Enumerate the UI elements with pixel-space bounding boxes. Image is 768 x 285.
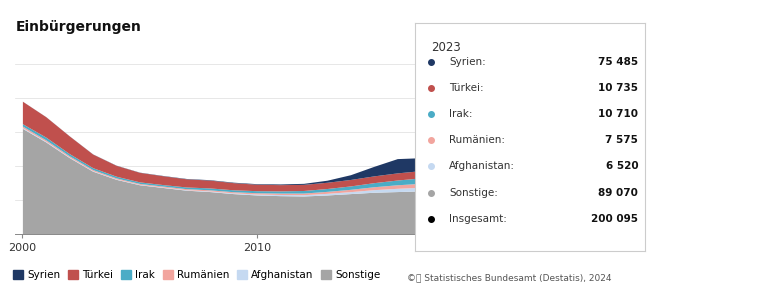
Text: Afghanistan:: Afghanistan: — [449, 161, 515, 172]
Text: Sonstige:: Sonstige: — [449, 188, 498, 198]
Text: 200 095: 200 095 — [591, 214, 638, 224]
Text: 10 735: 10 735 — [598, 83, 638, 93]
Text: 6 520: 6 520 — [606, 161, 638, 172]
Text: 250 000: 250 000 — [568, 59, 611, 69]
Text: Insgesamt:: Insgesamt: — [449, 214, 507, 224]
Text: 2023: 2023 — [431, 41, 461, 54]
Text: Einbürgerungen: Einbürgerungen — [15, 20, 141, 34]
Text: Irak:: Irak: — [449, 109, 473, 119]
Text: 200 000: 200 000 — [568, 93, 611, 103]
Text: Türkei:: Türkei: — [449, 83, 484, 93]
Text: 7 575: 7 575 — [605, 135, 638, 145]
Text: Rumänien:: Rumänien: — [449, 135, 505, 145]
Legend: Syrien, Türkei, Irak, Rumänien, Afghanistan, Sonstige: Syrien, Türkei, Irak, Rumänien, Afghanis… — [13, 270, 381, 280]
Text: 150 000: 150 000 — [568, 127, 611, 137]
Text: 50 000: 50 000 — [568, 195, 604, 205]
Text: 89 070: 89 070 — [598, 188, 638, 198]
Text: 10 710: 10 710 — [598, 109, 638, 119]
Text: 75 485: 75 485 — [598, 56, 638, 67]
Text: 0: 0 — [568, 229, 574, 239]
Text: Syrien:: Syrien: — [449, 56, 486, 67]
Text: 100 000: 100 000 — [568, 161, 611, 171]
Text: ©ⓘ Statistisches Bundesamt (Destatis), 2024: ©ⓘ Statistisches Bundesamt (Destatis), 2… — [407, 273, 611, 282]
